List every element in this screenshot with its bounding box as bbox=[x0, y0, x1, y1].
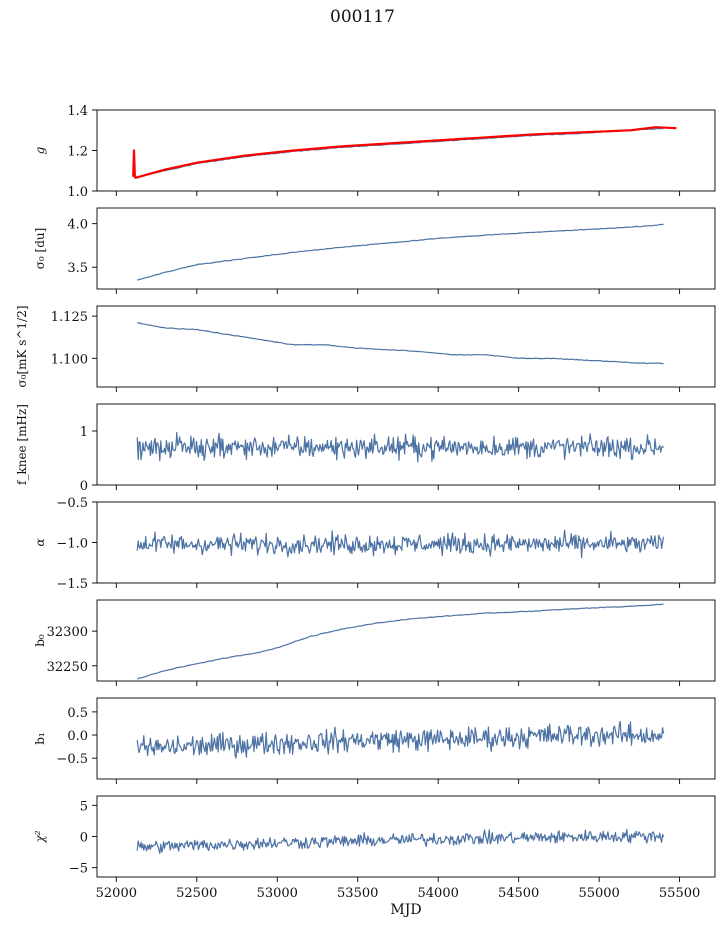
x-axis-label: MJD bbox=[390, 902, 421, 918]
y-tick-label-sigma0-0: 3.5 bbox=[67, 261, 88, 276]
series-line-g-1 bbox=[132, 126, 677, 179]
axes-frame-sigma0_mks bbox=[96, 305, 716, 388]
y-tick-label-alpha-0: −1.5 bbox=[56, 577, 88, 592]
y-tick-label-b1-0: −0.5 bbox=[56, 752, 88, 767]
axes-frame-b0 bbox=[96, 599, 716, 682]
series-line-chi2-0 bbox=[136, 828, 665, 855]
y-tick-label-b1-2: 0.5 bbox=[67, 706, 88, 721]
x-tick-label-2: 53000 bbox=[257, 886, 298, 901]
x-tick-label-6: 55000 bbox=[578, 886, 619, 901]
panel-b1: −0.5 0.0 0.5 b₁ bbox=[33, 697, 716, 784]
y-axis-label-sigma0: σ₀ [du] bbox=[33, 228, 47, 270]
y-tick-label-chi2-0: −5 bbox=[69, 862, 88, 877]
axes-frame-fknee bbox=[96, 403, 716, 486]
panel-chi2: −5 0 5 52000 52500 53000 53500 54000 54500 55000 5… bbox=[33, 795, 716, 918]
series-line-fknee-0 bbox=[136, 431, 664, 463]
figure-title: 000117 bbox=[330, 7, 395, 27]
x-tick-label-4: 54000 bbox=[418, 886, 459, 901]
series-line-b0-0 bbox=[136, 603, 664, 680]
series-line-sigma0-0 bbox=[137, 223, 664, 281]
x-tick-label-1: 52500 bbox=[176, 886, 217, 901]
axes-frame-b1 bbox=[96, 697, 716, 780]
y-axis-label-b1: b₁ bbox=[33, 732, 47, 745]
y-tick-label-g-0: 1.0 bbox=[67, 185, 88, 200]
panel-g: 1.0 1.2 1.4 g bbox=[33, 104, 716, 200]
x-tick-label-3: 53500 bbox=[337, 886, 378, 901]
y-tick-label-b0-0: 32250 bbox=[47, 660, 88, 675]
series-line-sigma0_mks-0 bbox=[137, 322, 664, 365]
y-axis-label-fknee: f_knee [mHz] bbox=[15, 404, 29, 485]
panel-fknee: 0 1 f_knee [mHz] bbox=[15, 403, 716, 494]
y-tick-label-g-1: 1.2 bbox=[67, 145, 88, 160]
y-tick-label-sigma0_mks-1: 1.125 bbox=[51, 310, 88, 325]
y-axis-label-b0: b₀ bbox=[33, 634, 47, 647]
panel-alpha: −1.5 −1.0 −0.5 α bbox=[33, 496, 716, 592]
x-tick-label-7: 55500 bbox=[659, 886, 700, 901]
x-tick-label-0: 52000 bbox=[96, 886, 137, 901]
panel-sigma0_mks: 1.100 1.125 σ₀[mK s^1/2] bbox=[15, 305, 716, 392]
y-tick-label-alpha-2: −0.5 bbox=[56, 496, 88, 511]
series-line-g-0 bbox=[133, 127, 664, 179]
x-tick-label-5: 54500 bbox=[498, 886, 539, 901]
panel-sigma0: 3.5 4.0 σ₀ [du] bbox=[33, 207, 716, 294]
y-tick-label-g-2: 1.4 bbox=[67, 104, 88, 119]
axes-frame-g bbox=[96, 109, 716, 192]
y-axis-label-sigma0_mks: σ₀[mK s^1/2] bbox=[15, 305, 29, 387]
y-tick-label-chi2-1: 0 bbox=[80, 831, 88, 846]
series-line-b1-0 bbox=[136, 720, 665, 759]
y-tick-label-fknee-1: 1 bbox=[80, 425, 88, 440]
y-tick-label-b1-1: 0.0 bbox=[67, 729, 88, 744]
y-axis-label-chi2: χ² bbox=[33, 830, 47, 843]
axes-frame-sigma0 bbox=[96, 207, 716, 290]
y-axis-label-alpha: α bbox=[33, 538, 47, 546]
series-line-alpha-0 bbox=[136, 529, 665, 559]
y-tick-label-alpha-1: −1.0 bbox=[56, 537, 88, 552]
y-tick-label-sigma0-1: 4.0 bbox=[67, 218, 88, 233]
y-axis-label-g: g bbox=[33, 146, 47, 154]
y-tick-label-sigma0_mks-0: 1.100 bbox=[51, 352, 88, 367]
y-tick-label-chi2-2: 5 bbox=[80, 799, 88, 814]
y-tick-label-b0-1: 32300 bbox=[47, 625, 88, 640]
y-tick-label-fknee-0: 0 bbox=[80, 479, 88, 494]
